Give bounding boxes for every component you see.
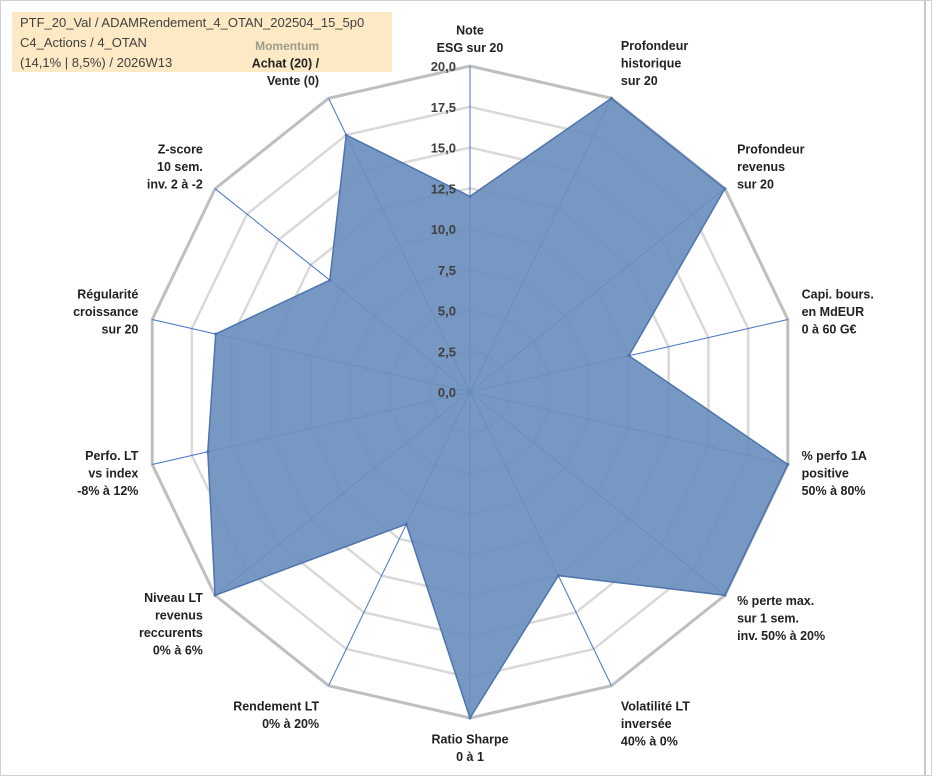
axis-label: vs index: [88, 466, 138, 480]
axis-label: Perfo. LT: [85, 449, 139, 463]
series-area: [207, 97, 789, 720]
axis-label: Volatilité LT: [621, 699, 690, 713]
axis-label: revenus: [155, 608, 203, 622]
axis-label: 0 à 1: [456, 750, 484, 764]
axis-label: -8% à 12%: [77, 484, 138, 498]
info-line-stats: (14,1% | 8,5%) / 2026W13: [20, 55, 173, 70]
axis-label: sur 1 sem.: [737, 612, 799, 626]
radar-axis-labels: Note ESG sur 20 Profondeur historique sur 20…: [73, 24, 874, 765]
axis-label: revenus: [737, 160, 785, 174]
series-point: [723, 187, 727, 191]
axis-label: Momentum: [255, 39, 319, 53]
series-point: [556, 574, 560, 578]
tick-label: 2,5: [438, 344, 456, 359]
axis-label: Capi. bours.: [802, 288, 874, 302]
tick-label: 10,0: [431, 222, 456, 237]
tick-label: 0,0: [438, 385, 456, 400]
series-point: [344, 133, 348, 137]
axis-label: croissance: [73, 305, 138, 319]
axis-label: 50% à 80%: [802, 484, 866, 498]
axis-label: % perte max.: [737, 594, 814, 608]
axis-label: sur 20: [621, 74, 658, 88]
series-point: [786, 463, 790, 466]
axis-label: en MdEUR: [802, 305, 865, 319]
axis-label: Niveau LT: [144, 591, 203, 605]
series-point: [404, 522, 408, 526]
series-point: [723, 593, 727, 597]
series-point: [213, 593, 217, 597]
axis-label: 40% à 0%: [621, 734, 678, 748]
axis-label: ESG sur 20: [437, 41, 504, 55]
axis-label: inv. 50% à 20%: [737, 629, 825, 643]
axis-label: Profondeur: [737, 142, 804, 156]
axis-label: Z-score: [158, 142, 203, 156]
series-point: [468, 716, 472, 720]
info-line-category: C4_Actions / 4_OTAN: [20, 35, 147, 50]
radar-tick-labels: 0,0 2,5 5,0 7,5 10,0 12,5 15,0 17,5 20,0: [431, 59, 456, 400]
axis-label: Note: [456, 24, 484, 38]
axis-label: sur 20: [102, 323, 139, 337]
series-point: [328, 278, 332, 282]
axis-label: Profondeur: [621, 39, 688, 53]
axis-label: Rendement LT: [233, 699, 319, 713]
series-point: [627, 354, 631, 358]
axis-label: % perfo 1A: [802, 449, 867, 463]
info-box: PTF_20_Val / ADAMRendement_4_OTAN_202504…: [12, 12, 392, 72]
axis-label: historique: [621, 57, 681, 71]
axis-label: 0% à 20%: [262, 717, 319, 731]
axis-label: inversée: [621, 717, 672, 731]
tick-label: 5,0: [438, 304, 456, 319]
series-point: [206, 450, 210, 454]
axis-label: sur 20: [737, 177, 774, 191]
tick-label: 12,5: [431, 181, 456, 196]
axis-label: Achat (20) /: [252, 57, 320, 71]
axis-label: 10 sem.: [157, 160, 203, 174]
axis-label: Vente (0): [267, 74, 319, 88]
tick-label: 15,0: [431, 141, 456, 156]
axis-label: positive: [802, 466, 849, 480]
axis-label: Régularité: [77, 288, 138, 302]
axis-label: Ratio Sharpe: [431, 733, 508, 747]
axis-label: reccurents: [139, 626, 203, 640]
info-line-portfolio: PTF_20_Val / ADAMRendement_4_OTAN_202504…: [20, 15, 365, 30]
axis-label: inv. 2 à -2: [147, 177, 203, 191]
series-point: [609, 96, 613, 100]
tick-label: 7,5: [438, 263, 456, 278]
series-point: [468, 194, 472, 198]
axis-label: 0 à 60 G€: [802, 323, 857, 337]
tick-label: 17,5: [431, 100, 456, 115]
radar-series: [206, 96, 790, 720]
frame-edge: [924, 0, 926, 776]
tick-label: 20,0: [431, 59, 456, 74]
series-point: [214, 332, 218, 336]
axis-label: 0% à 6%: [153, 643, 203, 657]
